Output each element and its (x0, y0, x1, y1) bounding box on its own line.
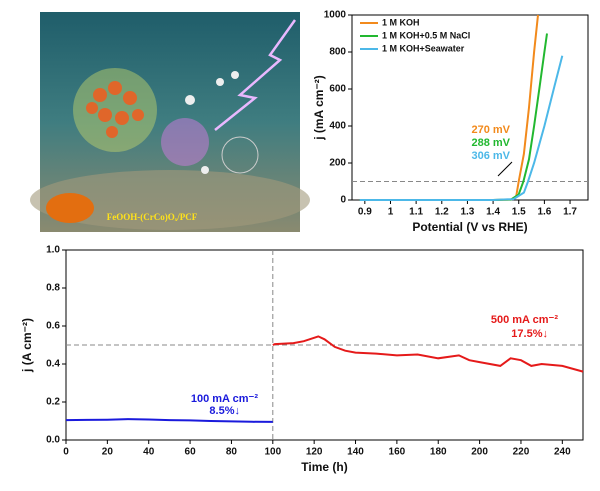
series-line (359, 55, 564, 201)
y-tick-label: 0.6 (46, 321, 60, 332)
annotation: 100 mA cm⁻² (191, 393, 258, 405)
x-tick-label: 1 (388, 207, 394, 218)
x-tick-label: 200 (471, 447, 488, 458)
annotation: 288 mV (471, 137, 510, 149)
catalyst-sphere (73, 68, 157, 152)
x-tick-label: 160 (389, 447, 406, 458)
series-line (272, 335, 584, 373)
annotation: 17.5%↓ (511, 328, 548, 340)
illustration: FeOOH-(CrCo)Oₓ/PCF (30, 12, 310, 232)
x-tick-label: 80 (226, 447, 238, 458)
glow (161, 118, 209, 166)
annotation: 270 mV (471, 124, 510, 136)
y-tick-label: 1000 (324, 10, 347, 21)
molecule (221, 136, 259, 174)
x-tick-label: 100 (264, 447, 281, 458)
y-tick-label: 200 (329, 158, 346, 169)
x-tick-label: 180 (430, 447, 447, 458)
y-tick-label: 800 (329, 47, 346, 58)
x-tick-label: 40 (143, 447, 155, 458)
x-tick-label: 120 (306, 447, 323, 458)
orange-blob (46, 193, 94, 223)
y-tick-label: 400 (329, 121, 346, 132)
annotation: 306 mV (471, 150, 510, 162)
x-tick-label: 140 (347, 447, 364, 458)
y-tick-label: 1.0 (46, 245, 60, 256)
particles (86, 81, 144, 138)
x-tick-label: 60 (185, 447, 197, 458)
x-axis-label: Time (h) (301, 460, 347, 474)
x-tick-label: 1.4 (486, 207, 500, 218)
y-tick-label: 0.0 (46, 435, 60, 446)
y-axis-label: j (mA cm⁻²) (312, 75, 326, 141)
x-tick-label: 1.2 (435, 207, 449, 218)
legend-label: 1 M KOH (382, 17, 420, 27)
y-tick-label: 0 (340, 195, 346, 206)
illustration-label: FeOOH-(CrCo)Oₓ/PCF (107, 212, 198, 222)
x-tick-label: 0 (63, 447, 69, 458)
annotation-arrow (497, 161, 513, 177)
x-tick-label: 1.6 (537, 207, 551, 218)
annotation: 8.5%↓ (209, 405, 240, 417)
bubbles (185, 71, 239, 174)
x-tick-label: 1.5 (512, 207, 526, 218)
x-tick-label: 1.7 (563, 207, 577, 218)
x-axis-label: Potential (V vs RHE) (412, 220, 527, 234)
x-tick-label: 20 (102, 447, 114, 458)
y-axis-label: j (A cm⁻²) (20, 318, 34, 373)
y-tick-label: 0.2 (46, 397, 60, 408)
y-tick-label: 0.4 (46, 359, 60, 370)
legend-label: 1 M KOH+0.5 M NaCl (382, 30, 470, 40)
x-tick-label: 1.3 (460, 207, 474, 218)
x-tick-label: 0.9 (358, 207, 372, 218)
series-line (65, 418, 273, 423)
lightning (214, 19, 297, 131)
annotation: 500 mA cm⁻² (491, 314, 558, 326)
seabed (30, 170, 310, 230)
x-tick-label: 240 (554, 447, 571, 458)
x-tick-label: 220 (513, 447, 530, 458)
x-tick-label: 1.1 (409, 207, 423, 218)
legend-label: 1 M KOH+Seawater (382, 43, 465, 53)
y-tick-label: 600 (329, 84, 346, 95)
y-tick-label: 0.8 (46, 283, 60, 294)
